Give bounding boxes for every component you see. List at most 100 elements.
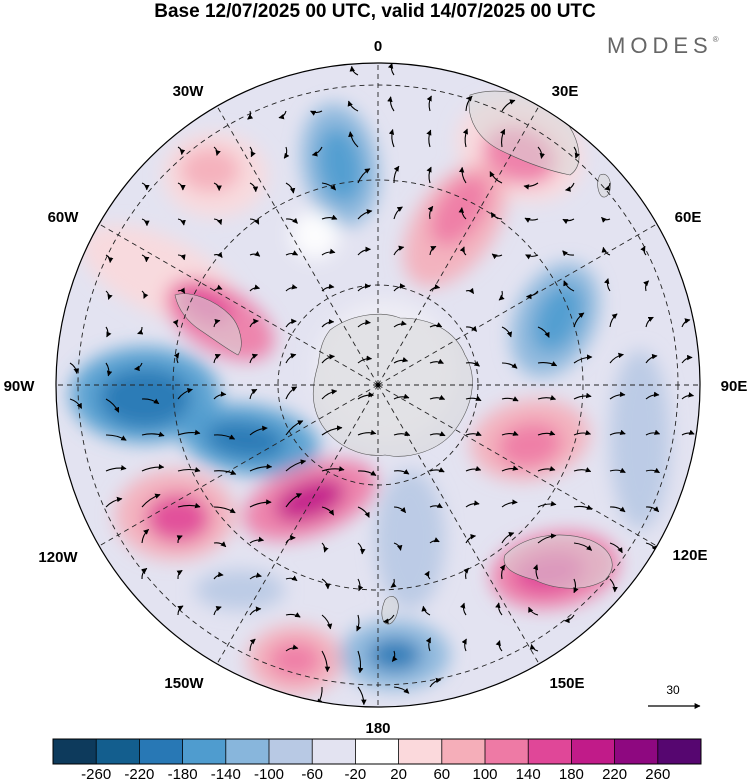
wind-arrow (249, 572, 262, 580)
wind-arrow (249, 388, 258, 400)
wind-arrow (537, 533, 557, 544)
logo-text: MODES (607, 33, 713, 58)
wind-arrow (311, 146, 323, 157)
wind-arrow (283, 146, 290, 159)
wind-arrow (640, 245, 647, 256)
wind-arrow (601, 217, 611, 223)
wind-vectors (69, 63, 695, 706)
wind-arrow (429, 358, 444, 364)
wind-arrow (390, 578, 397, 588)
wind-arrow (321, 283, 335, 292)
wind-arrow (529, 643, 539, 652)
wind-arrow (532, 564, 539, 580)
wind-arrow (321, 506, 335, 516)
wind-arrow (525, 254, 539, 260)
wind-arrow (609, 506, 626, 513)
wind-arrow (645, 429, 661, 436)
reference-vector-label: 30 (666, 683, 680, 697)
wind-arrow (141, 464, 165, 472)
wind-arrow (321, 354, 335, 364)
wind-arrow (393, 542, 403, 551)
wind-arrow (357, 319, 371, 328)
wind-arrow (501, 362, 518, 369)
wind-arrow (465, 465, 482, 472)
colorbar-swatch (657, 739, 702, 764)
wind-arrow (172, 319, 179, 328)
wind-arrow (285, 386, 298, 400)
wind-arrow (357, 246, 371, 256)
wind-arrow (141, 493, 161, 508)
wind-arrow (429, 284, 441, 292)
wind-arrow (537, 465, 556, 472)
wind-arrow (426, 95, 432, 112)
wind-arrow (645, 467, 660, 474)
wind-arrow (177, 387, 193, 400)
colorbar: -260 -220 -180 -140 -100 -60 -20 20 60 100 140 180 2… (52, 738, 702, 783)
wind-arrow (249, 318, 259, 328)
wind-arrow (321, 182, 337, 191)
wind-arrow (357, 542, 366, 555)
wind-arrow (429, 322, 443, 328)
colorbar-swatch (398, 739, 443, 764)
wind-arrow (285, 612, 301, 618)
anomaly-region (375, 470, 445, 610)
wind-arrow (573, 542, 593, 551)
wind-arrow (573, 146, 580, 159)
colorbar-swatch (312, 739, 356, 764)
wind-arrow (357, 470, 377, 476)
wind-arrow (321, 650, 331, 673)
wind-arrow (429, 677, 442, 688)
wind-arrow (176, 569, 183, 580)
wind-arrow (105, 254, 114, 264)
wind-arrow (141, 182, 150, 191)
wind-arrow (213, 541, 227, 548)
wind-arrow (321, 248, 336, 256)
wind-arrow (489, 171, 503, 184)
wind-arrow (465, 361, 480, 367)
colorbar-swatch (269, 739, 313, 764)
wind-arrow (427, 205, 434, 220)
wind-arrow (573, 430, 592, 436)
wind-arrow (429, 467, 445, 473)
wind-arrow (429, 245, 437, 256)
wind-arrow (285, 318, 297, 328)
wind-arrow (357, 578, 364, 592)
lon-label-90e: 90E (721, 378, 748, 395)
wind-arrow (177, 146, 186, 156)
wind-arrow (490, 212, 503, 220)
wind-arrow (141, 431, 165, 437)
wind-arrow (565, 182, 575, 192)
registered-mark: ® (712, 35, 719, 44)
wind-arrow (537, 326, 550, 338)
lon-label-180: 180 (365, 720, 390, 737)
madagascar (597, 173, 611, 198)
wind-arrow (105, 290, 113, 300)
colorbar-label: -220 (124, 766, 154, 783)
wind-arrow (285, 284, 298, 292)
wind-arrow (177, 254, 186, 261)
wind-arrow (393, 206, 403, 220)
colorbar-swatch (96, 739, 140, 764)
wind-arrow (426, 166, 432, 184)
wind-arrow (357, 209, 373, 220)
wind-arrow (213, 469, 237, 475)
wind-arrow (213, 146, 221, 156)
wind-arrow (429, 431, 446, 437)
wind-arrow (563, 280, 575, 292)
wind-arrow (523, 182, 539, 190)
colorbar-swatch (614, 739, 659, 764)
wind-arrow (537, 146, 546, 159)
lon-label-30e: 30E (552, 83, 579, 100)
wind-arrow (681, 392, 695, 400)
wind-arrow (285, 420, 304, 436)
wind-arrow (609, 391, 626, 400)
reference-vector: 30 (648, 683, 701, 709)
wind-arrow (141, 528, 150, 544)
wind-arrow (421, 605, 431, 616)
wind-arrow (213, 218, 223, 226)
anomaly-region (146, 494, 210, 542)
wind-arrow (609, 313, 618, 328)
wind-arrow (249, 606, 262, 616)
wind-arrow (357, 686, 367, 706)
new-zealand (381, 596, 399, 625)
